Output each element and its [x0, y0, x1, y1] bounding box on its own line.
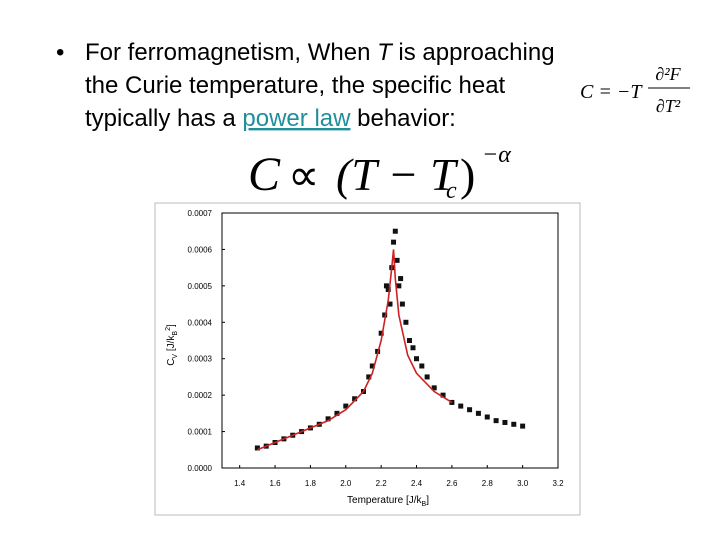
- x-tick-label: 2.8: [482, 479, 494, 488]
- y-tick-label: 0.0001: [188, 428, 213, 437]
- data-point: [484, 414, 490, 420]
- data-point: [458, 403, 464, 409]
- power-law-formula: C ∝ (T − T c ) −α: [248, 142, 511, 204]
- text-line: the Curie temperature, the specific heat: [85, 72, 506, 99]
- data-point: [440, 392, 446, 398]
- chart: 1.4 1.6 1.8 2.0 2.2 2.4 2.6 2.8 3.0 3.2 0.0000 0.00…: [188, 209, 565, 488]
- heat-formula: C = −T ∂²F ∂T²: [580, 64, 690, 116]
- y-tick-label: 0.0000: [188, 464, 213, 473]
- x-tick-label: 2.4: [411, 479, 423, 488]
- data-point: [394, 257, 400, 263]
- data-point: [366, 374, 372, 380]
- text: ]: [166, 324, 177, 327]
- x-tick-label: 1.6: [269, 479, 281, 488]
- y-tick-label: 0.0007: [188, 209, 213, 218]
- x-tick-label: 2.2: [376, 479, 388, 488]
- data-point: [410, 345, 416, 351]
- data-point: [511, 421, 517, 427]
- data-point: [396, 283, 402, 289]
- x-tick-label: 1.8: [305, 479, 317, 488]
- data-point: [325, 416, 331, 422]
- text: B: [422, 501, 427, 508]
- data-point: [414, 356, 420, 362]
- text: ]: [426, 495, 429, 506]
- formula-den: ∂T²: [656, 96, 681, 116]
- data-point: [520, 423, 526, 429]
- bullet: •: [56, 39, 64, 66]
- data-point: [502, 419, 508, 425]
- data-point: [419, 363, 425, 369]
- data-point: [467, 407, 473, 413]
- text: C: [166, 359, 177, 366]
- x-tick-label: 1.4: [234, 479, 246, 488]
- data-point: [392, 228, 398, 234]
- y-tick-label: 0.0002: [188, 391, 213, 400]
- link[interactable]: power law: [242, 105, 351, 132]
- data-point: [403, 319, 409, 325]
- formula-part: −α: [482, 142, 511, 168]
- formula-lhs: C = −T: [580, 81, 643, 103]
- data-point: [382, 312, 388, 318]
- text: 2: [165, 327, 172, 331]
- formula-part: C: [248, 148, 281, 201]
- y-tick-label: 0.0005: [188, 282, 213, 291]
- formula-part: ∝: [288, 151, 319, 200]
- data-point: [475, 410, 481, 416]
- data-point: [254, 445, 260, 451]
- x-tick-label: 2.0: [340, 479, 352, 488]
- text: behavior:: [350, 105, 455, 132]
- data-point: [398, 276, 404, 282]
- y-tick-label: 0.0003: [188, 355, 213, 364]
- data-point: [334, 410, 340, 416]
- formula-part: ): [460, 149, 475, 200]
- data-point: [391, 239, 397, 245]
- plot-box: [221, 212, 559, 469]
- text: is approaching: [392, 39, 555, 66]
- data-point: [493, 418, 499, 424]
- formula-part: c: [446, 178, 457, 204]
- data-point: [399, 301, 405, 307]
- text: Temperature [J/k: [347, 495, 422, 506]
- x-tick-label: 2.6: [446, 479, 458, 488]
- text-line: typically has a power law behavior:: [85, 105, 456, 132]
- x-axis-title: Temperature [J/kB]: [347, 495, 429, 508]
- y-tick-label: 0.0004: [188, 318, 213, 327]
- data-point: [387, 301, 393, 307]
- chart-frame: [154, 202, 581, 516]
- data-point: [369, 363, 375, 369]
- fit-line: [257, 249, 453, 451]
- text: T: [377, 39, 394, 66]
- y-tick-label: 0.0006: [188, 245, 213, 254]
- text: For ferromagnetism, When: [85, 39, 377, 66]
- data-point: [343, 403, 349, 409]
- data-point: [378, 330, 384, 336]
- text-line: For ferromagnetism, When T is approachin…: [85, 39, 555, 66]
- data-point: [383, 283, 389, 289]
- text: [J/k: [166, 335, 177, 354]
- data-point: [385, 287, 391, 292]
- data-point: [352, 396, 358, 402]
- y-axis-title: CV [J/kB2]: [165, 324, 179, 366]
- x-tick-label: 3.2: [552, 479, 564, 488]
- data-point: [431, 385, 437, 391]
- text: typically has a: [85, 105, 242, 132]
- data-point: [424, 374, 430, 380]
- text: B: [172, 331, 179, 336]
- data-point: [406, 338, 412, 343]
- text: V: [172, 354, 179, 359]
- formula-num: ∂²F: [655, 64, 681, 84]
- formula-part: (T − T: [336, 149, 459, 200]
- x-tick-label: 3.0: [517, 479, 529, 488]
